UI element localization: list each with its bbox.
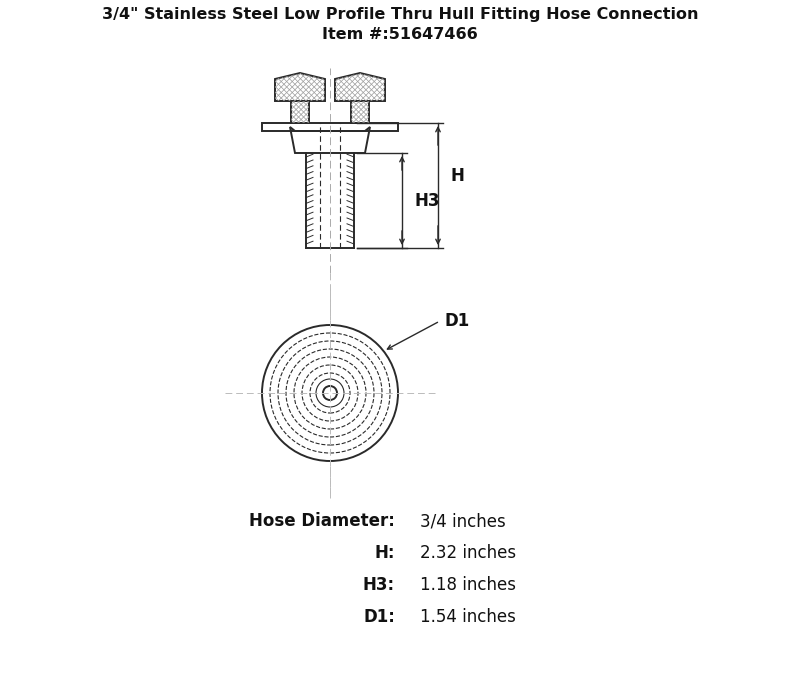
- PathPatch shape: [351, 101, 369, 123]
- Text: H: H: [451, 167, 465, 184]
- Text: H3:: H3:: [363, 576, 395, 594]
- Text: Hose Diameter:: Hose Diameter:: [249, 512, 395, 530]
- Text: D1: D1: [445, 312, 470, 330]
- Text: 1.18 inches: 1.18 inches: [420, 576, 516, 594]
- Text: H3: H3: [415, 191, 441, 210]
- PathPatch shape: [335, 73, 385, 101]
- Text: H:: H:: [374, 544, 395, 562]
- Text: 3/4 inches: 3/4 inches: [420, 512, 506, 530]
- Text: Item #:51647466: Item #:51647466: [322, 27, 478, 42]
- PathPatch shape: [291, 101, 309, 123]
- Text: 2.32 inches: 2.32 inches: [420, 544, 516, 562]
- PathPatch shape: [275, 73, 325, 101]
- Text: D1:: D1:: [363, 608, 395, 626]
- Text: 1.54 inches: 1.54 inches: [420, 608, 516, 626]
- Text: 3/4" Stainless Steel Low Profile Thru Hull Fitting Hose Connection: 3/4" Stainless Steel Low Profile Thru Hu…: [102, 7, 698, 22]
